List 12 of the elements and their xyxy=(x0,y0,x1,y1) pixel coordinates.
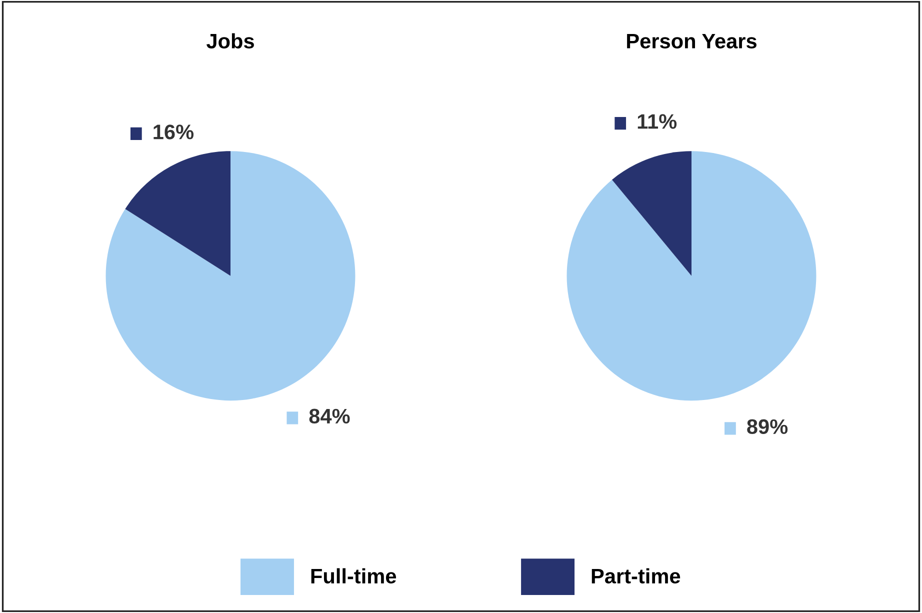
legend-label: Full-time xyxy=(311,568,396,584)
data-label: 16% xyxy=(154,124,194,140)
pie-slice xyxy=(566,151,816,401)
chart-title: Person Years xyxy=(627,34,756,48)
pie-slice xyxy=(612,151,692,276)
data-label: 84% xyxy=(309,408,350,424)
pie-slice xyxy=(125,151,230,276)
data-label: 11% xyxy=(638,114,677,129)
pie-slice xyxy=(106,151,356,401)
chart-title: Jobs xyxy=(206,33,254,48)
data-label: 89% xyxy=(747,419,788,434)
legend-label: Part-time xyxy=(592,568,680,584)
